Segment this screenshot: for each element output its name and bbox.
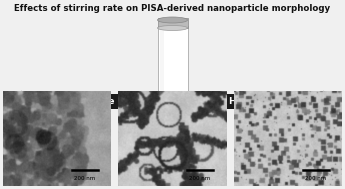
Ellipse shape — [158, 17, 187, 23]
Text: Effects of stirring rate on PISA-derived nanoparticle morphology: Effects of stirring rate on PISA-derived… — [14, 4, 331, 13]
FancyBboxPatch shape — [158, 26, 187, 95]
FancyBboxPatch shape — [168, 92, 177, 96]
Ellipse shape — [158, 92, 187, 97]
Ellipse shape — [158, 26, 187, 30]
FancyBboxPatch shape — [159, 28, 164, 93]
Bar — [158, 18, 187, 28]
Text: High stirring rate: High stirring rate — [228, 97, 317, 106]
Text: Low stirring rate: Low stirring rate — [29, 97, 115, 106]
Polygon shape — [323, 91, 333, 112]
Polygon shape — [12, 91, 22, 112]
